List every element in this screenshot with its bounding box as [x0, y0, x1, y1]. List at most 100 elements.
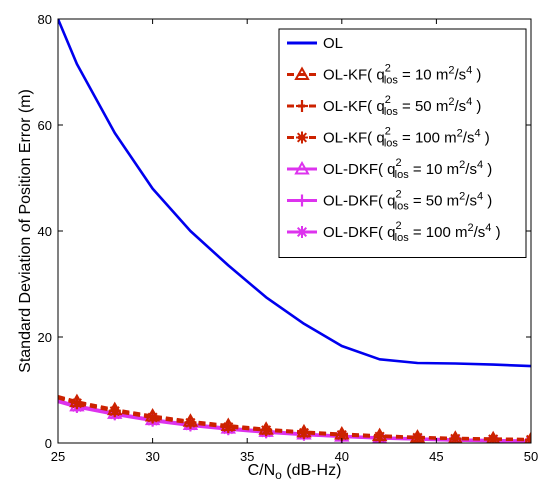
- legend-value: = 10 m: [398, 67, 448, 84]
- legend-q-sup: 2: [385, 94, 391, 106]
- legend-q: q: [376, 98, 384, 115]
- legend-unit-sup-2: 4: [485, 222, 491, 234]
- legend-q-sub: los: [395, 201, 410, 213]
- legend-marker: [294, 160, 310, 175]
- axis-labels: C/No (dB-Hz) Standard Deviation of Positi…: [17, 89, 341, 482]
- legend-close: ): [472, 98, 481, 115]
- x-axis-label-tail: (dB-Hz): [282, 462, 342, 479]
- legend-q-sup: 2: [396, 157, 402, 169]
- legend-label: OL: [323, 35, 343, 52]
- legend-label: OL-DKF( q2 los = 10 m2/s4 ): [323, 157, 492, 181]
- data-point: [144, 407, 161, 422]
- x-tick-label: 40: [335, 449, 349, 464]
- y-tick-label: 20: [38, 330, 52, 345]
- legend-q-sup: 2: [396, 189, 402, 201]
- marker-triangle: [371, 427, 388, 442]
- marker-triangle: [220, 417, 237, 432]
- legend-entry-5: OL-DKF( q2 los = 10 m2/s4 ): [287, 157, 492, 181]
- axes: 25 30 35 40 45 50 0 20 40 60 80: [38, 12, 539, 464]
- legend-label: OL-KF( q2 los = 50 m2/s4 ): [323, 94, 481, 118]
- legend-q-sub: los: [384, 138, 399, 150]
- legend-unit: /s: [465, 193, 477, 210]
- y-tick-label: 0: [45, 436, 52, 451]
- legend-q-sup: 2: [385, 63, 391, 75]
- legend-q: q: [387, 224, 395, 241]
- legend-box: [278, 28, 527, 258]
- legend-unit-sup-1: 2: [459, 191, 465, 203]
- x-tick-label: 35: [240, 449, 254, 464]
- x-tick-label: 30: [145, 449, 159, 464]
- legend-prefix: OL-KF(: [323, 130, 376, 147]
- legend-unit-sup-1: 2: [468, 222, 474, 234]
- legend-q-sub: los: [395, 232, 410, 244]
- legend-q-sup: 2: [396, 220, 402, 232]
- legend-q-sub: los: [384, 106, 399, 118]
- y-axis-label: Standard Deviation of Position Error (m): [17, 89, 34, 373]
- legend-unit-sup-2: 4: [477, 191, 483, 203]
- data-point: [69, 393, 85, 408]
- data-point: [220, 417, 237, 432]
- x-axis-label: C/No (dB-Hz): [248, 462, 342, 482]
- legend-value: = 10 m: [409, 161, 459, 178]
- legend-entry-4: OL-KF( q2 los = 100 m2/s4 ): [287, 126, 490, 150]
- legend-unit-sup-1: 2: [448, 96, 454, 108]
- marker-triangle: [486, 430, 501, 443]
- legend-prefix: OL-KF(: [323, 98, 376, 115]
- legend-value: = 100 m: [409, 224, 468, 241]
- legend-unit: /s: [463, 130, 475, 147]
- legend-marker: [294, 66, 310, 80]
- legend-q: q: [387, 193, 395, 210]
- legend-unit: /s: [454, 98, 466, 115]
- marker-star-d2: [296, 132, 308, 143]
- marker-triangle: [107, 401, 123, 416]
- y-tick-label: 80: [38, 12, 52, 27]
- legend-prefix: OL: [323, 35, 343, 52]
- legend-label: OL-KF( q2 los = 10 m2/s4 ): [323, 63, 481, 87]
- marker-star-d2: [296, 226, 308, 238]
- marker-triangle: [296, 423, 312, 438]
- legend-q-sup: 2: [385, 126, 391, 138]
- legend-prefix: OL-DKF(: [323, 224, 387, 241]
- legend-marker: [296, 226, 308, 238]
- data-point: [107, 401, 123, 416]
- legend-close: ): [483, 161, 492, 178]
- legend-unit-sup-2: 4: [466, 96, 472, 108]
- y-tick-label: 40: [38, 224, 52, 239]
- y-tick-label: 60: [38, 118, 52, 133]
- data-point: [371, 427, 388, 442]
- legend-unit-sup-1: 2: [457, 128, 463, 140]
- x-tick-label: 50: [524, 449, 538, 464]
- series-2: [58, 393, 531, 443]
- legend-unit-sup-1: 2: [448, 65, 454, 77]
- legend-q: q: [387, 161, 395, 178]
- legend-label: OL-KF( q2 los = 100 m2/s4 ): [323, 126, 490, 150]
- data-point: [182, 413, 199, 427]
- legend-q-sub: los: [395, 169, 410, 181]
- legend-unit: /s: [454, 67, 466, 84]
- legend-label: OL-DKF( q2 los = 100 m2/s4 ): [323, 220, 501, 244]
- legend-unit-sup-2: 4: [474, 128, 480, 140]
- series-line: [58, 19, 531, 368]
- marker-triangle: [294, 66, 310, 80]
- legend-entry-2: OL-KF( q2 los = 10 m2/s4 ): [287, 63, 481, 87]
- legend-value: = 50 m: [409, 193, 459, 210]
- marker-triangle: [69, 393, 85, 408]
- x-axis-label-main: C/N: [248, 462, 276, 479]
- legend-q: q: [376, 67, 384, 84]
- data-point: [258, 421, 274, 435]
- legend-unit-sup-1: 2: [459, 159, 465, 171]
- marker-triangle: [524, 431, 531, 443]
- legend-marker: [296, 194, 308, 207]
- legend-close: ): [481, 130, 490, 147]
- legend-prefix: OL-KF(: [323, 67, 376, 84]
- x-axis-label-sub: o: [275, 468, 282, 482]
- marker-triangle: [182, 413, 199, 427]
- x-tick-label: 25: [51, 449, 65, 464]
- legend-prefix: OL-DKF(: [323, 193, 387, 210]
- legend-close: ): [491, 224, 500, 241]
- legend-prefix: OL-DKF(: [323, 161, 387, 178]
- legend-value: = 50 m: [398, 98, 448, 115]
- legend-entry-7: OL-DKF( q2 los = 100 m2/s4 ): [287, 220, 501, 244]
